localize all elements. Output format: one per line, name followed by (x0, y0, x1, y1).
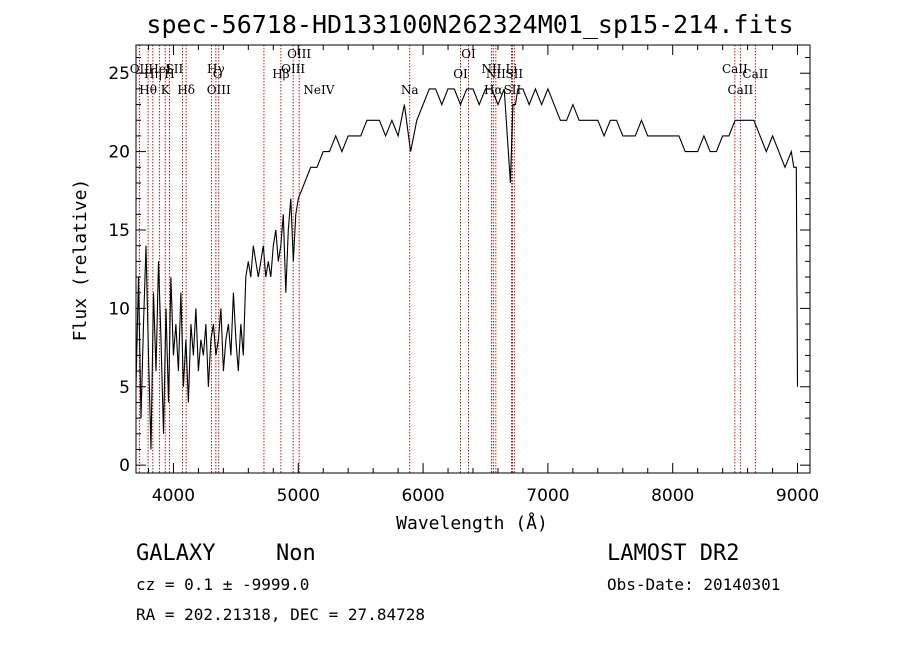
spectrum-series-line (135, 87, 799, 450)
y-tick-label: 0 (119, 456, 130, 476)
line-label-sii: SII (166, 62, 184, 76)
line-label-caii: CaII (727, 83, 753, 97)
y-tick-label: 20 (108, 143, 130, 163)
line-label-oi: OI (453, 67, 468, 81)
line-label-sii: SII (504, 83, 522, 97)
line-label-caii: CaII (722, 62, 748, 76)
y-tick-label: 15 (108, 221, 130, 241)
x-tick-label: 8000 (651, 486, 694, 506)
y-tick-label: 25 (108, 64, 130, 84)
line-label-caii: CaII (742, 67, 768, 81)
line-label-neiv: NeIV (303, 83, 334, 97)
emission-lines (138, 45, 756, 473)
x-tick-label: 7000 (526, 486, 569, 506)
axis-ticks: 4000 5000 6000 7000 8000 9000 0 5 10 15 20 25 (108, 45, 819, 506)
x-axis-label: Wavelength (Å) (396, 512, 548, 534)
line-label-hα: Hα (484, 83, 503, 97)
line-label-h: H (164, 67, 174, 81)
x-tick-label: 6000 (401, 486, 444, 506)
y-tick-label: 5 (119, 378, 130, 398)
line-label-hei: HeI (148, 62, 171, 76)
line-label-oiii: OIII (287, 47, 311, 61)
line-label-oii: OII (130, 62, 150, 76)
object-class: GALAXY (136, 541, 215, 566)
coordinates-text: RA = 202.21318, DEC = 27.84728 (136, 605, 425, 624)
line-label-li: Li (506, 62, 518, 76)
line-labels: OIIHθHηHeIKHSIIHδHγGOIIIHβNeIVOIIIOIIINa… (130, 47, 769, 97)
line-label-sii: SII (505, 67, 523, 81)
line-label-nii: NII (486, 67, 506, 81)
object-subclass: Non (276, 541, 316, 566)
line-label-k: K (161, 83, 171, 97)
line-label-oiii: OIII (281, 62, 305, 76)
survey-name: LAMOST DR2 (607, 541, 739, 566)
line-label-oiii: OIII (207, 83, 231, 97)
line-label-nii: NII (481, 62, 501, 76)
line-label-hη: Hη (144, 67, 162, 81)
x-tick-label: 4000 (152, 486, 195, 506)
chart-title: spec-56718-HD133100N262324M01_sp15-214.f… (146, 10, 793, 39)
line-label-hγ: Hγ (207, 62, 225, 76)
line-label-hδ: Hδ (177, 83, 195, 97)
line-label-na: Na (401, 83, 419, 97)
y-axis-label: Flux (relative) (70, 179, 91, 342)
line-label-hθ: Hθ (139, 83, 157, 97)
y-tick-label: 10 (108, 299, 130, 319)
plot-frame (135, 44, 811, 474)
obs-date: Obs-Date: 20140301 (607, 575, 780, 594)
line-label-hβ: Hβ (272, 67, 289, 81)
line-label-g: G (213, 67, 223, 81)
x-tick-label: 5000 (277, 486, 320, 506)
x-tick-label: 9000 (776, 486, 819, 506)
line-label-oi: OI (461, 47, 476, 61)
redshift-text: cz = 0.1 ± -9999.0 (136, 575, 309, 594)
